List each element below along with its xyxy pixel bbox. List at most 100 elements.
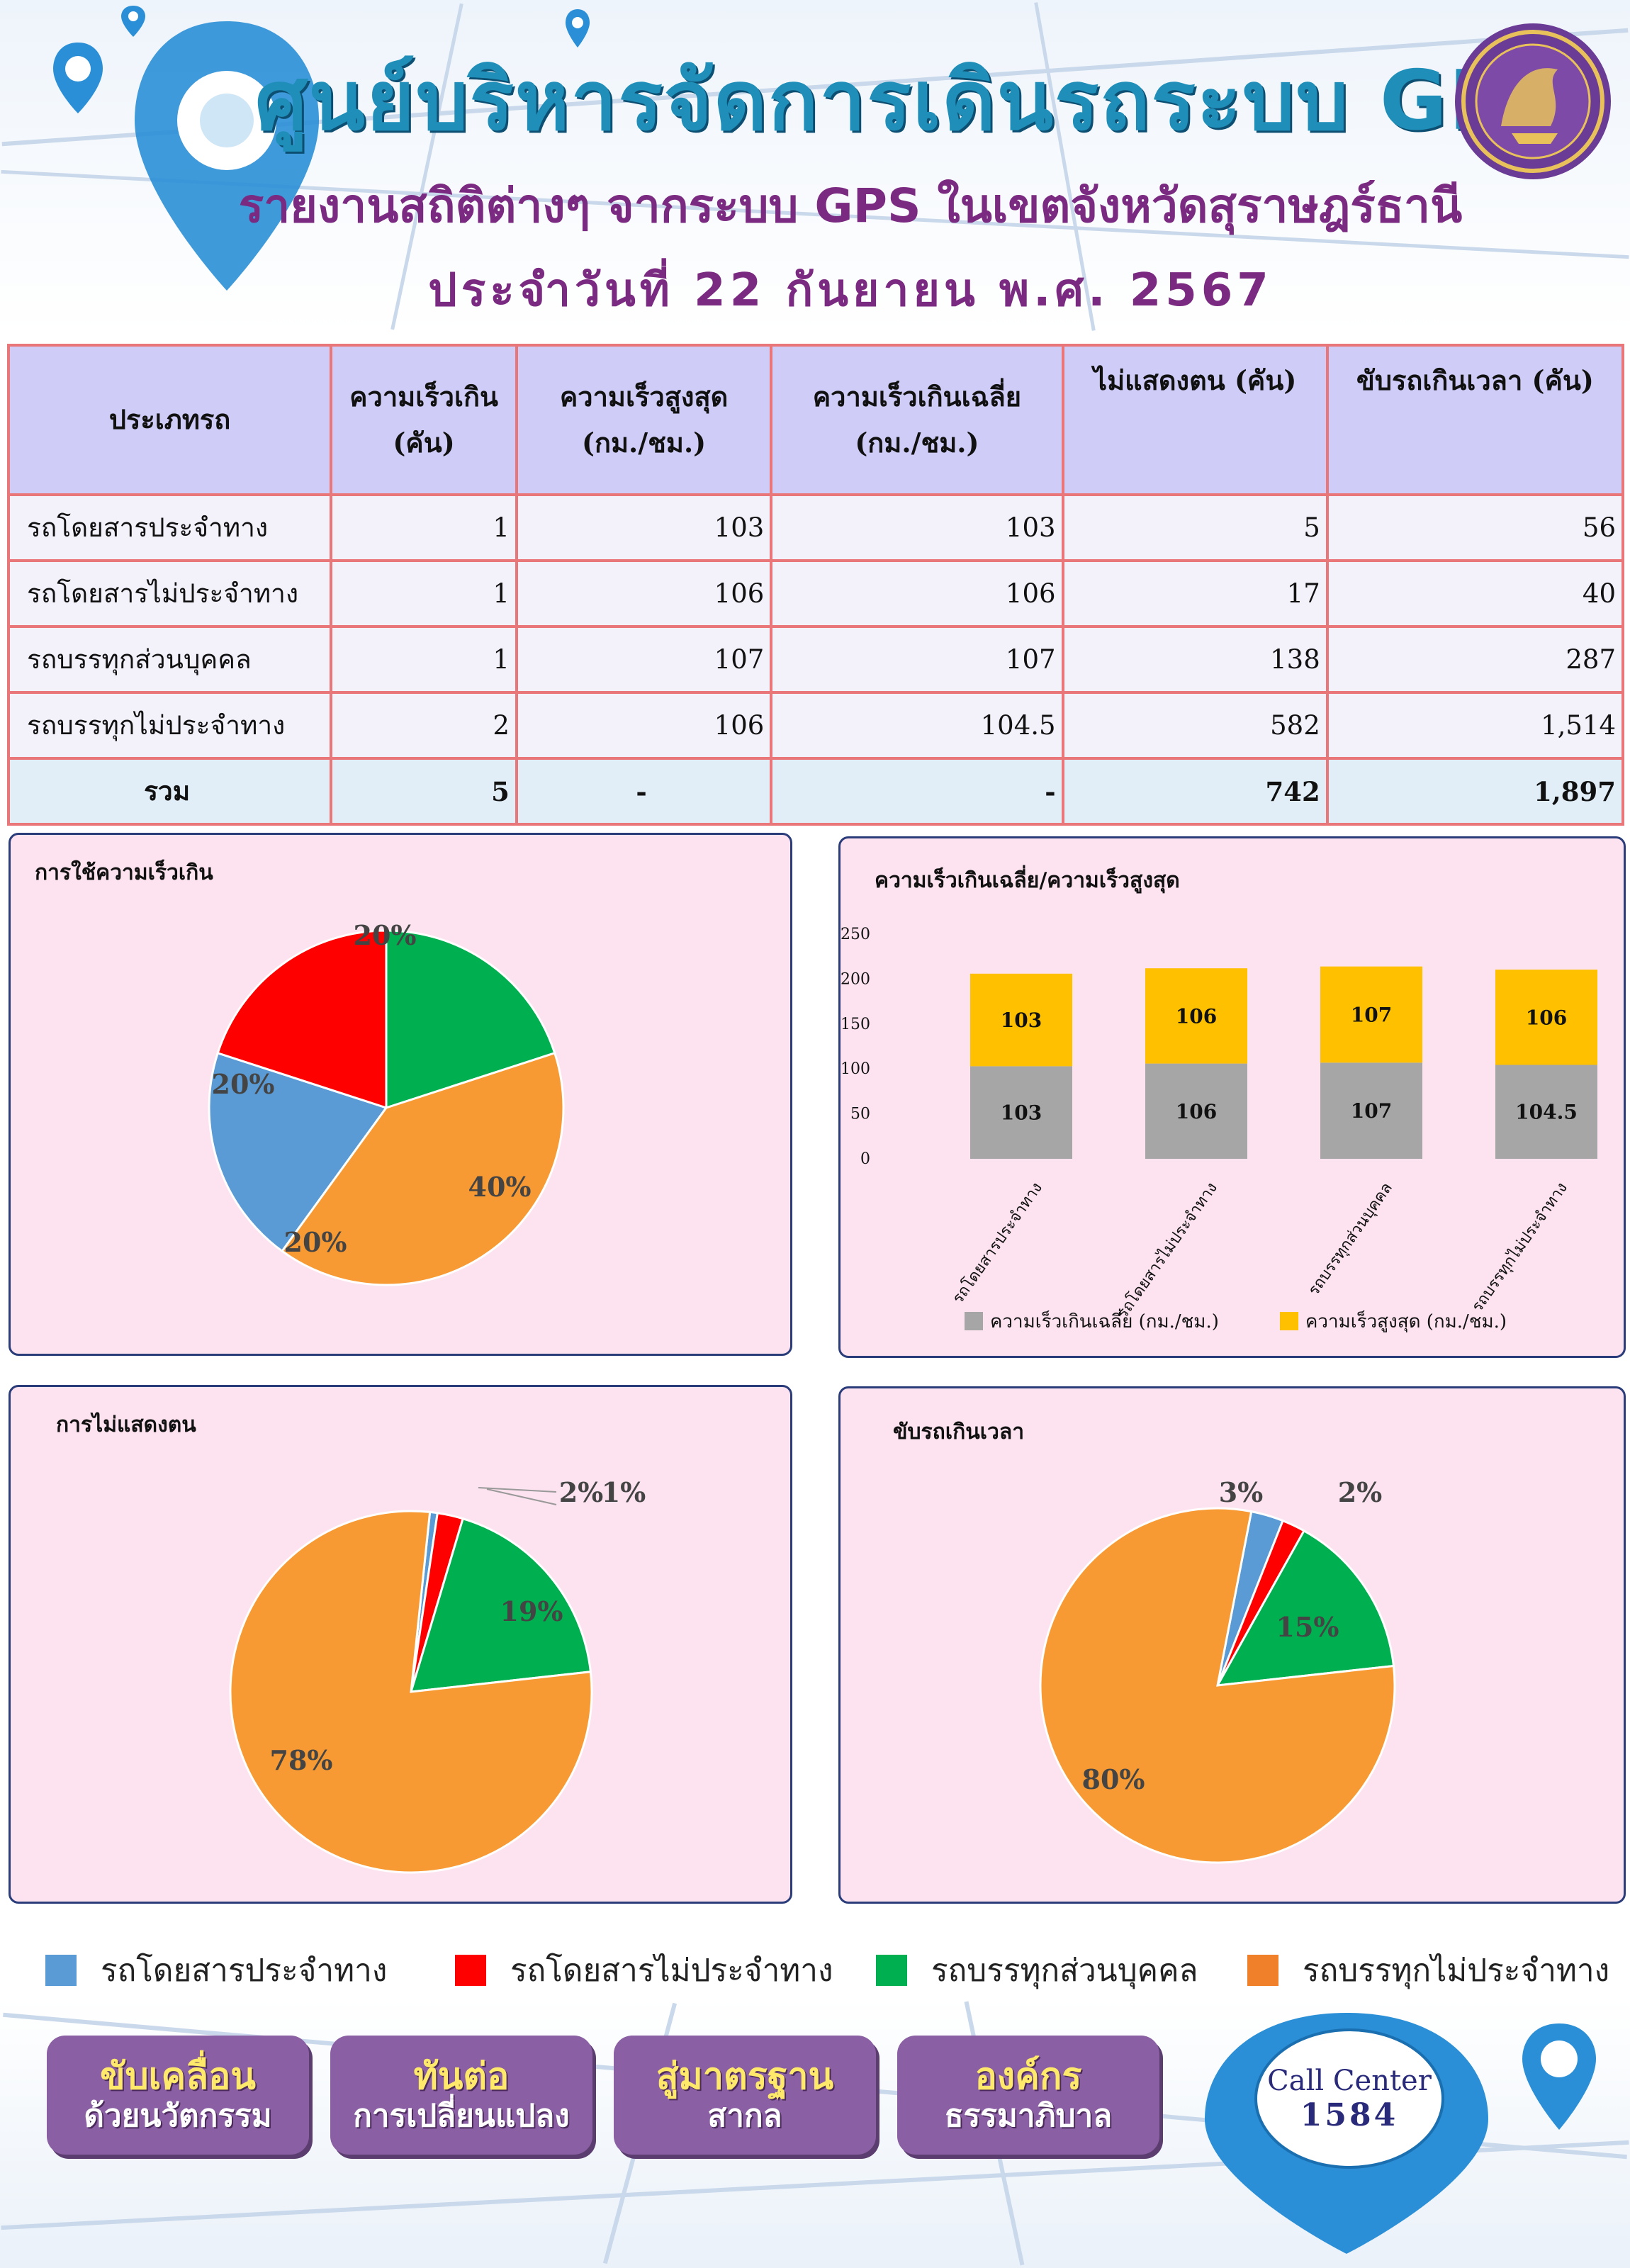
button-line2: การเปลี่ยนแปลง (353, 2097, 570, 2134)
cell-maxspeed: 107 (515, 625, 773, 694)
small-pin-icon (121, 6, 145, 37)
header-overspeed: ความเร็วเกิน (คัน) (330, 344, 518, 496)
cell-avgspeed: 107 (770, 625, 1064, 694)
bar-max-speed (970, 973, 1072, 1067)
legend-item: รถบรรทุกส่วนบุคคล (876, 1946, 1198, 1995)
cell-overspeed: 1 (330, 493, 518, 562)
cell-total-noident: 742 (1061, 757, 1329, 826)
legend-label: รถโดยสารไม่ประจำทาง (510, 1953, 833, 1989)
pie-data-label: 20% (354, 919, 417, 951)
cell-maxspeed: 106 (515, 559, 773, 628)
pie-slice (409, 1517, 592, 1693)
pie-slice (280, 1051, 565, 1286)
cell-total-avgspeed: - (770, 757, 1064, 826)
legend-label: รถโดยสารประจำทาง (101, 1953, 388, 1989)
legend-label: รถบรรทุกไม่ประจำทาง (1303, 1953, 1610, 1989)
cell-noident: 17 (1061, 559, 1329, 628)
pie-slice (385, 929, 556, 1110)
y-tick-label: 0 (860, 1150, 870, 1168)
bar-data-label: 103 (1001, 1009, 1042, 1032)
header-overtime: ขับรถเกินเวลา (คัน) (1325, 344, 1625, 496)
cell-overtime: 287 (1325, 625, 1625, 694)
bar-max-speed (1320, 966, 1422, 1063)
report-date: ประจำวันที่ 22 กันยายน พ.ศ. 2567 (428, 264, 1273, 317)
chart-title: การไม่แสดงตน (56, 1413, 196, 1437)
bar-data-label: 106 (1526, 1006, 1567, 1029)
panel-overtime-pie: ขับรถเกินเวลา 3% 2% 15% 80% (838, 1386, 1626, 1904)
page-subtitle: รายงานสถิติต่างๆ จากระบบ GPS ในเขตจังหวั… (238, 179, 1463, 233)
motto-button-change[interactable]: ทันต่อ การเปลี่ยนแปลง (330, 2036, 592, 2155)
small-pin-icon (53, 43, 103, 113)
pie-data-label: 20% (284, 1226, 347, 1258)
cell-avgspeed: 104.5 (770, 691, 1064, 760)
y-tick-label: 150 (841, 1016, 870, 1033)
pie-data-label: 40% (468, 1171, 532, 1203)
motto-button-innovation[interactable]: ขับเคลื่อน ด้วยนวัตกรรม (47, 2036, 309, 2155)
cell-noident: 5 (1061, 493, 1329, 562)
speed-stacked-bar-chart: 0 50 100 150 200 250 103 103 รถโดยสารประจำทาง 106… (841, 926, 1597, 1332)
legend-swatch (1280, 1312, 1298, 1330)
chart-title: ขับรถเกินเวลา (893, 1420, 1025, 1444)
button-line1: สู่มาตรฐาน (656, 2055, 834, 2098)
x-category-label: รถโดยสารไม่ประจำทาง (1113, 1179, 1221, 1322)
bar-data-label: 106 (1176, 1100, 1217, 1123)
pie-data-label: 1% (602, 1476, 646, 1508)
y-tick-label: 250 (841, 926, 870, 943)
pie-slice (1215, 1529, 1395, 1687)
cell-category: รถโดยสารไม่ประจำทาง (6, 559, 333, 628)
cell-total-overspeed: 5 (330, 757, 518, 826)
legend-label: ความเร็วสูงสุด (กม./ชม.) (1305, 1310, 1507, 1332)
button-line2: ธรรมาภิบาล (944, 2097, 1113, 2134)
cell-noident: 582 (1061, 691, 1329, 760)
pie-data-label: 78% (270, 1744, 333, 1776)
pie-slice (1039, 1507, 1396, 1864)
bar-max-speed (1495, 970, 1597, 1065)
cell-maxspeed: 106 (515, 691, 773, 760)
header-avgspeed: ความเร็วเกินเฉลี่ย (กม./ชม.) (770, 344, 1064, 496)
pie-slice (216, 929, 388, 1110)
pie-data-label: 2% (559, 1476, 604, 1508)
statistics-table: ประเภทรถ ความเร็วเกิน (คัน) ความเร็วสูงสุ… (6, 344, 1625, 826)
bar-avg-speed (970, 1066, 1072, 1159)
table-total-row: รวม 5 - - 742 1,897 (6, 757, 1625, 826)
pie-slice (208, 1051, 388, 1253)
panel-overspeed-pie: การใช้ความเร็วเกิน 20% 20% 20% 40% (9, 833, 792, 1356)
legend-swatch (455, 1955, 486, 1986)
y-tick-label: 100 (841, 1060, 870, 1078)
panel-speed-bar: ความเร็วเกินเฉลี่ย/ความเร็วสูงสุด 0 50 100… (838, 836, 1626, 1358)
cell-category: รถโดยสารประจำทาง (6, 493, 333, 562)
call-center-number: 1584 (1300, 2096, 1399, 2133)
legend-label: รถบรรทุกส่วนบุคคล (931, 1953, 1198, 1989)
legend-swatch (45, 1955, 77, 1986)
cell-overspeed: 1 (330, 559, 518, 628)
pie-data-label: 2% (1338, 1476, 1383, 1508)
panel-noident-pie: การไม่แสดงตน 1% 2% 19% 78% (9, 1385, 792, 1904)
chart-title: ความเร็วเกินเฉลี่ย/ความเร็วสูงสุด (875, 868, 1180, 893)
table-row: รถบรรทุกส่วนบุคคล 1 107 107 138 287 (6, 625, 1625, 694)
leader-line (486, 1488, 557, 1505)
header-noident: ไม่แสดงตน (คัน) (1061, 344, 1329, 496)
call-center-pin[interactable]: Call Center 1584 (1205, 2013, 1488, 2254)
call-center-bubble: Call Center 1584 (1254, 2028, 1444, 2169)
small-pin-icon (1522, 2023, 1596, 2130)
x-category-label: รถโดยสารประจำทาง (949, 1179, 1046, 1308)
pie-data-label: 15% (1276, 1611, 1339, 1643)
y-tick-label: 200 (841, 970, 870, 988)
legend-swatch (876, 1955, 907, 1986)
pie-data-label: 20% (212, 1068, 275, 1100)
motto-button-standard[interactable]: สู่มาตรฐาน สากล (614, 2036, 876, 2155)
bar-data-label: 106 (1176, 1004, 1217, 1028)
bar-data-label: 107 (1351, 1003, 1392, 1026)
bar-data-label: 104.5 (1515, 1101, 1578, 1124)
overspeed-pie-chart: 20% 20% 20% 40% (208, 919, 565, 1286)
pie-data-label: 80% (1082, 1763, 1145, 1795)
page-title: ศูนย์บริหารจัดการเดินรถระบบ GPS (255, 53, 1571, 149)
overtime-pie-chart: 3% 2% 15% 80% (1039, 1476, 1396, 1864)
noident-pie-chart: 1%2% 19% 78% (229, 1476, 646, 1874)
pie-data-label: 19% (500, 1595, 563, 1627)
motto-button-governance[interactable]: องค์กร ธรรมาภิบาล (897, 2036, 1159, 2155)
legend-item: รถบรรทุกไม่ประจำทาง (1247, 1946, 1609, 1995)
button-line1: ขับเคลื่อน (100, 2055, 256, 2098)
button-line2: ด้วยนวัตกรรม (84, 2097, 272, 2134)
table-row: รถโดยสารประจำทาง 1 103 103 5 56 (6, 493, 1625, 562)
